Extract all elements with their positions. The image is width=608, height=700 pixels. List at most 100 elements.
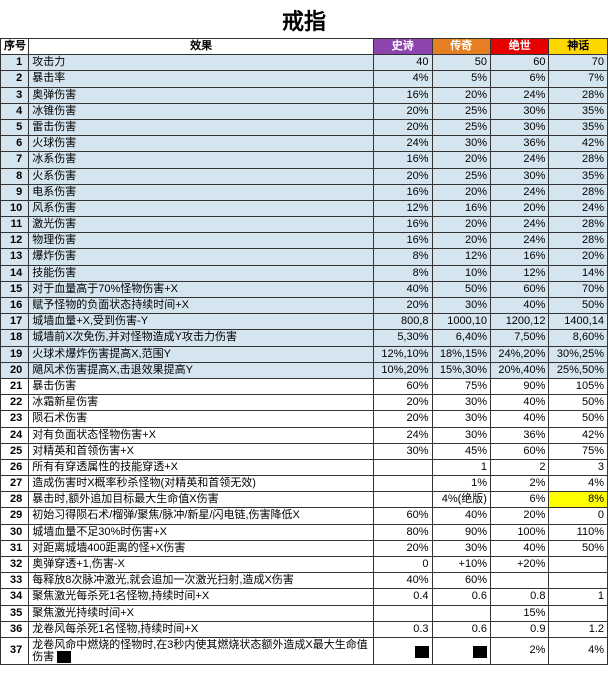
value-cell: 35% <box>549 119 608 135</box>
table-row: 28暴击时,额外追加目标最大生命值X伤害4%(绝版)6%8% <box>1 492 608 508</box>
row-index: 4 <box>1 103 29 119</box>
value-cell: 20% <box>374 103 432 119</box>
value-cell: 30% <box>490 119 548 135</box>
value-cell <box>374 459 432 475</box>
row-index: 13 <box>1 249 29 265</box>
value-cell: 60 <box>490 55 548 71</box>
value-cell: 24% <box>549 200 608 216</box>
table-row: 12物理伤害16%20%24%28% <box>1 233 608 249</box>
value-cell: 16% <box>374 217 432 233</box>
value-cell: 12% <box>374 200 432 216</box>
value-cell: 40% <box>374 573 432 589</box>
value-cell: 40 <box>374 55 432 71</box>
value-cell: 70% <box>549 281 608 297</box>
value-cell: 8,60% <box>549 330 608 346</box>
value-cell: 20% <box>432 233 490 249</box>
value-cell: 6% <box>490 71 548 87</box>
effect-cell: 火球术爆炸伤害提高X,范围Y <box>29 346 374 362</box>
effect-cell: 风系伤害 <box>29 200 374 216</box>
value-cell: 75% <box>432 378 490 394</box>
effect-cell: 冰霜新星伤害 <box>29 395 374 411</box>
effect-cell: 技能伤害 <box>29 265 374 281</box>
row-index: 31 <box>1 540 29 556</box>
value-cell: 0.9 <box>490 621 548 637</box>
effect-cell: 暴击时,额外追加目标最大生命值X伤害 <box>29 492 374 508</box>
table-row: 21暴击伤害60%75%90%105% <box>1 378 608 394</box>
row-index: 2 <box>1 71 29 87</box>
value-cell: 75% <box>549 443 608 459</box>
effect-cell: 赋予怪物的负面状态持续时间+X <box>29 298 374 314</box>
value-cell: 15%,30% <box>432 362 490 378</box>
value-cell: 20% <box>490 508 548 524</box>
table-row: 37龙卷风命中燃烧的怪物时,在3秒内使其燃烧状态额外造成X最大生命值伤害 2%4… <box>1 637 608 664</box>
table-row: 20飓风术伤害提高X,击退效果提高Y10%,20%15%,30%20%,40%2… <box>1 362 608 378</box>
value-cell: 90% <box>490 378 548 394</box>
value-cell: 42% <box>549 136 608 152</box>
value-cell: 15% <box>490 605 548 621</box>
effect-cell: 造成伤害时X概率秒杀怪物(对精英和首领无效) <box>29 476 374 492</box>
table-row: 4冰锥伤害20%25%30%35% <box>1 103 608 119</box>
value-cell: 50% <box>432 281 490 297</box>
value-cell: 10%,20% <box>374 362 432 378</box>
row-index: 26 <box>1 459 29 475</box>
value-cell: 12% <box>432 249 490 265</box>
effect-cell: 所有有穿透属性的技能穿透+X <box>29 459 374 475</box>
table-row: 34聚焦激光每杀死1名怪物,持续时间+X0.40.60.81 <box>1 589 608 605</box>
page-title: 戒指 <box>0 0 608 38</box>
value-cell: 24% <box>490 152 548 168</box>
table-row: 24对有负面状态怪物伤害+X24%30%36%42% <box>1 427 608 443</box>
row-index: 10 <box>1 200 29 216</box>
value-cell: +20% <box>490 557 548 573</box>
value-cell: 40% <box>432 508 490 524</box>
table-row: 23陨石术伤害20%30%40%50% <box>1 411 608 427</box>
value-cell: 20% <box>432 217 490 233</box>
table-row: 25对精英和首领伤害+X30%45%60%75% <box>1 443 608 459</box>
effect-cell: 城墙前X次免伤,并对怪物造成Y攻击力伤害 <box>29 330 374 346</box>
value-cell: 40% <box>490 298 548 314</box>
table-row: 17城墙血量+X,受到伤害-Y800,81000,101200,121400,1… <box>1 314 608 330</box>
value-cell: 3 <box>549 459 608 475</box>
value-cell: 0.6 <box>432 621 490 637</box>
value-cell: 16% <box>374 152 432 168</box>
value-cell: 60% <box>374 508 432 524</box>
row-index: 9 <box>1 184 29 200</box>
value-cell: 35% <box>549 168 608 184</box>
value-cell: 20% <box>432 152 490 168</box>
table-row: 29初始习得陨石术/榴弹/聚焦/脉冲/新星/闪电链,伤害降低X60%40%20%… <box>1 508 608 524</box>
value-cell: 1 <box>549 589 608 605</box>
table-row: 30城墙血量不足30%时伤害+X80%90%100%110% <box>1 524 608 540</box>
value-cell: 28% <box>549 184 608 200</box>
value-cell: 4% <box>549 476 608 492</box>
effect-cell: 雷击伤害 <box>29 119 374 135</box>
value-cell: 20% <box>374 168 432 184</box>
value-cell: 20% <box>374 540 432 556</box>
value-cell: 8% <box>374 265 432 281</box>
table-row: 15对于血量高于70%怪物伤害+X40%50%60%70% <box>1 281 608 297</box>
value-cell: 12% <box>490 265 548 281</box>
value-cell: 90% <box>432 524 490 540</box>
value-cell: 16% <box>374 233 432 249</box>
value-cell: 14% <box>549 265 608 281</box>
value-cell: 800,8 <box>374 314 432 330</box>
value-cell: 16% <box>374 87 432 103</box>
table-row: 9电系伤害16%20%24%28% <box>1 184 608 200</box>
col-effect: 效果 <box>29 39 374 55</box>
row-index: 18 <box>1 330 29 346</box>
effect-cell: 每释放8次脉冲激光,就会追加一次激光扫射,造成X伤害 <box>29 573 374 589</box>
value-cell: 25%,50% <box>549 362 608 378</box>
effect-cell: 对精英和首领伤害+X <box>29 443 374 459</box>
header-row: 序号 效果 史诗 传奇 绝世 神话 <box>1 39 608 55</box>
table-row: 2暴击率4%5%6%7% <box>1 71 608 87</box>
value-cell: 60% <box>490 443 548 459</box>
table-row: 6火球伤害24%30%36%42% <box>1 136 608 152</box>
value-cell: 24% <box>490 233 548 249</box>
value-cell: 0 <box>549 508 608 524</box>
value-cell: 25% <box>432 168 490 184</box>
table-row: 18城墙前X次免伤,并对怪物造成Y攻击力伤害5,30%6,40%7,50%8,6… <box>1 330 608 346</box>
value-cell: 16% <box>490 249 548 265</box>
value-cell: 24% <box>374 136 432 152</box>
value-cell: 2% <box>490 476 548 492</box>
effect-cell: 对距离城墙400距离的怪+X伤害 <box>29 540 374 556</box>
row-index: 11 <box>1 217 29 233</box>
value-cell: 16% <box>374 184 432 200</box>
